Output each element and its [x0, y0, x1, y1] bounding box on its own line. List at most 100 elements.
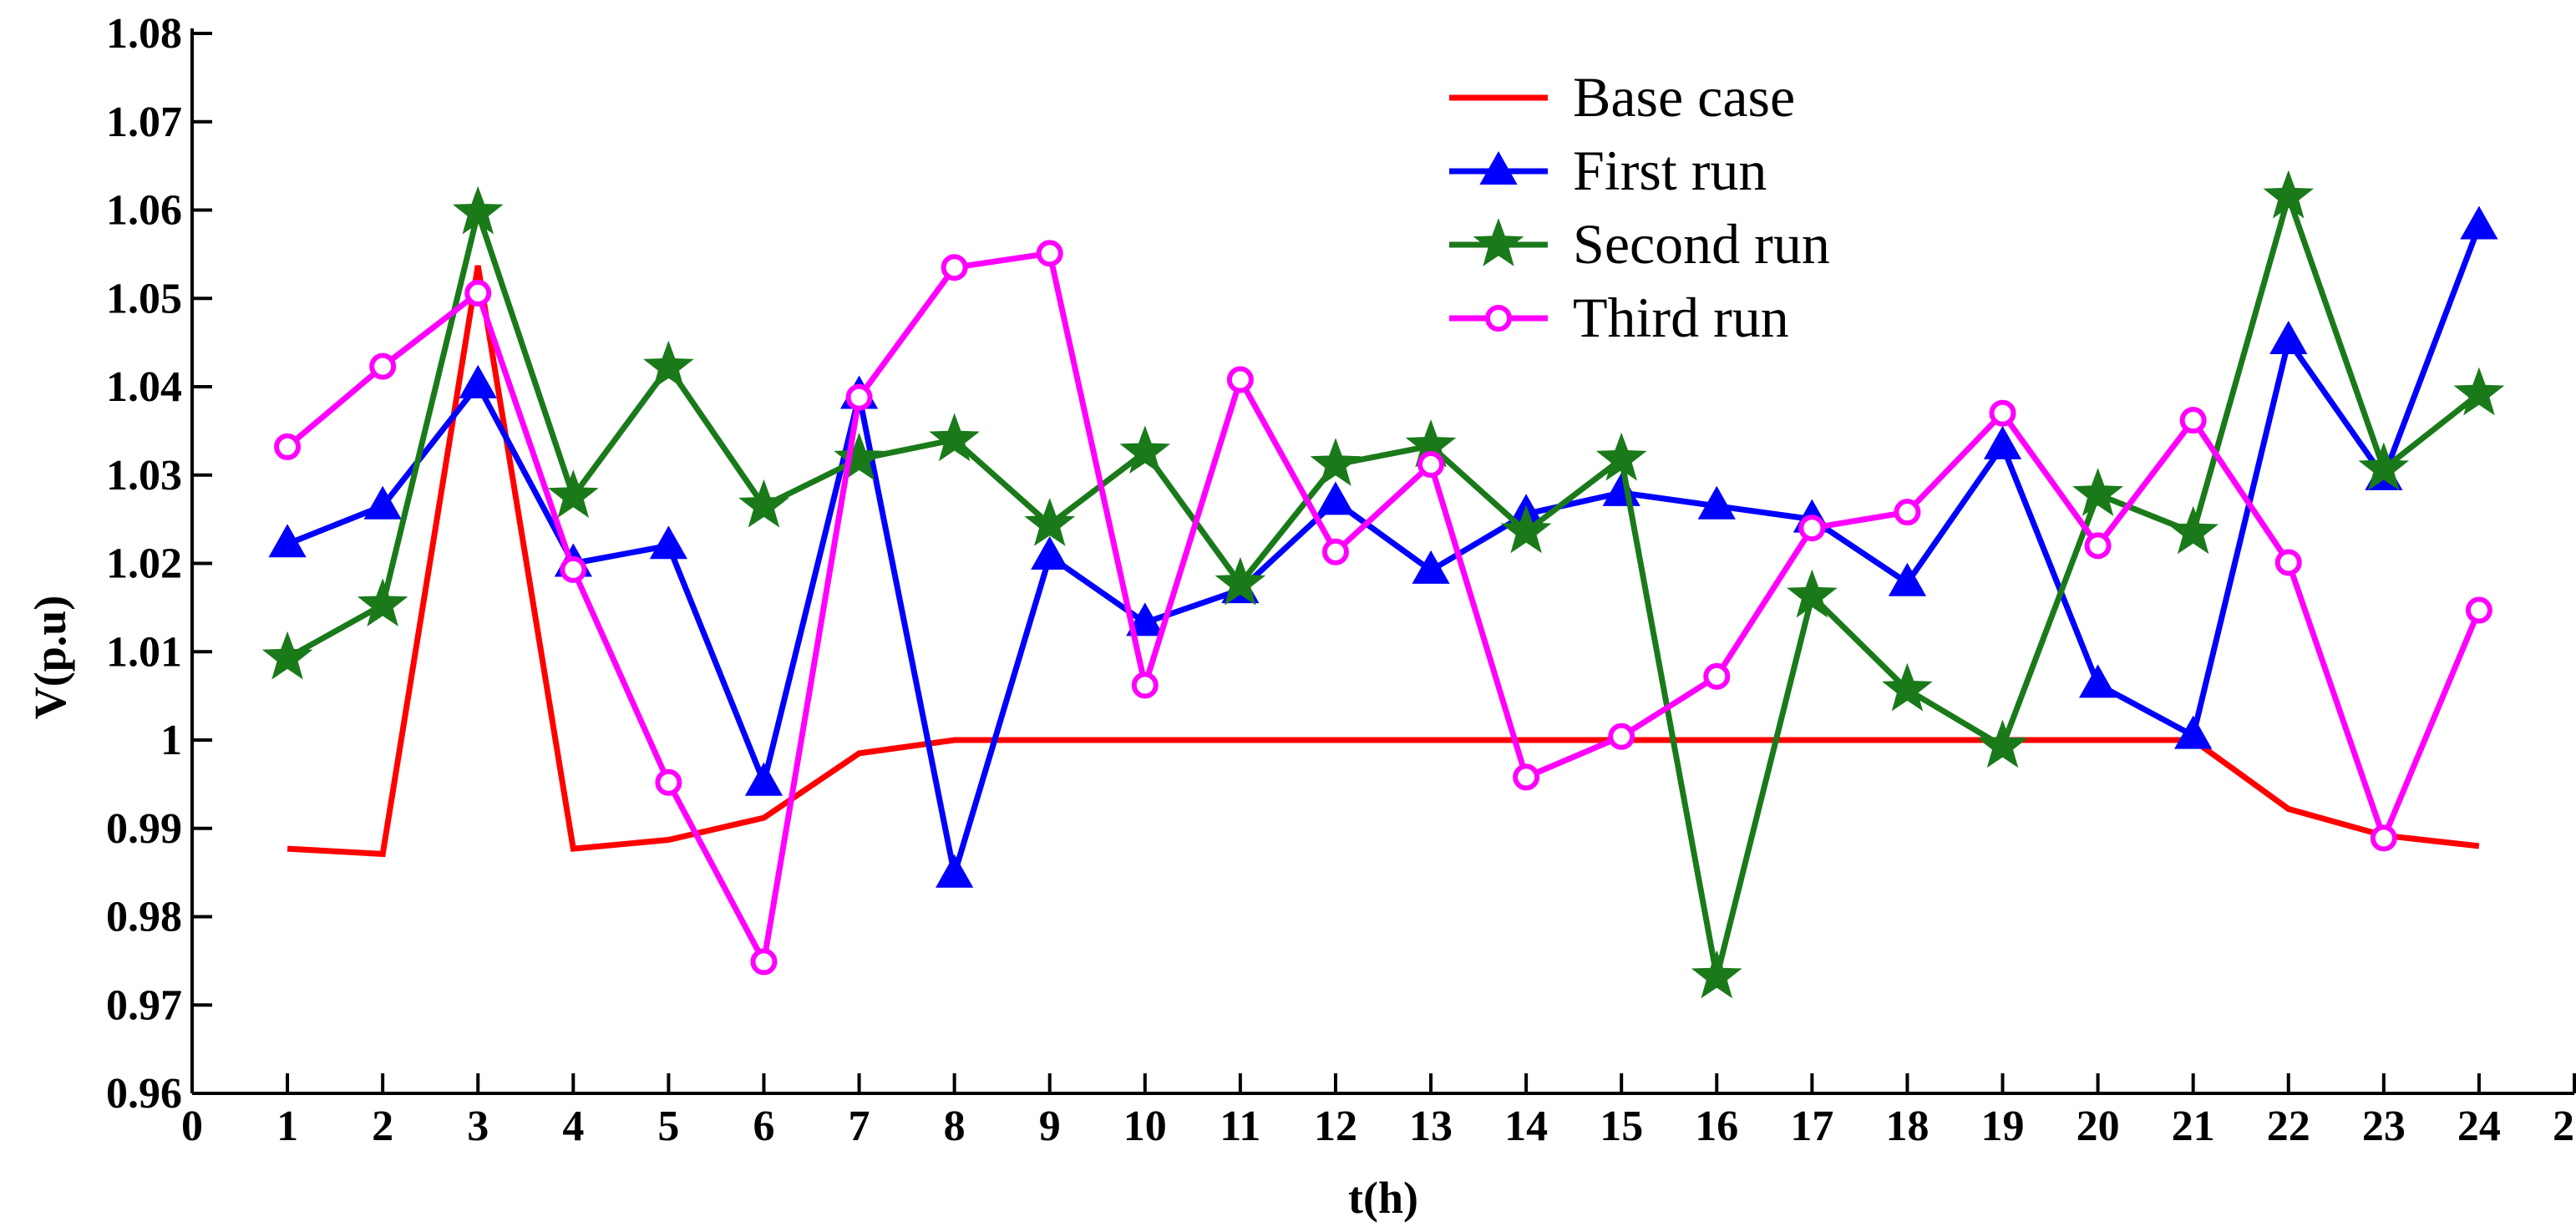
y-tick-label: 1 — [160, 717, 182, 764]
axes: 0.96 0.97 0.98 0.99 1 1.01 1.02 1.03 1.04 1.05 1.0… — [106, 10, 2576, 1150]
data-point-third-run — [1894, 499, 1921, 526]
legend-item-third-run: Third run — [1449, 286, 1789, 349]
data-point-first-run — [1983, 425, 2022, 459]
data-point-second-run — [1310, 438, 1362, 486]
data-point-third-run — [369, 352, 397, 380]
data-point-first-run — [459, 364, 497, 398]
legend-marker-second-run — [1473, 218, 1524, 266]
legend-label-base-case: Base case — [1573, 65, 1795, 129]
x-tick-label: 15 — [1600, 1103, 1643, 1150]
data-point-second-run — [929, 413, 980, 462]
data-point-second-run — [643, 340, 694, 389]
x-axis-label: t(h) — [1348, 1173, 1418, 1223]
data-point-second-run — [1882, 662, 1933, 712]
data-point-second-run — [452, 185, 504, 235]
data-point-third-run — [464, 279, 492, 307]
y-tick-label: 0.99 — [106, 805, 182, 853]
data-point-second-run — [738, 479, 789, 528]
y-tick-label: 1.06 — [106, 187, 182, 235]
data-point-third-run — [1798, 515, 1826, 542]
data-point-first-run — [2269, 320, 2308, 354]
data-point-third-run — [1036, 240, 1063, 267]
x-tick-label: 10 — [1123, 1103, 1167, 1150]
y-tick-label: 1.01 — [106, 628, 182, 676]
data-point-first-run — [1888, 562, 1927, 596]
x-tick-label: 13 — [1409, 1103, 1453, 1150]
y-tick-label: 1.03 — [106, 452, 182, 499]
x-tick-label: 6 — [753, 1103, 774, 1150]
data-point-second-run — [1691, 950, 1742, 999]
data-point-first-run — [1602, 472, 1640, 506]
data-point-first-run — [268, 524, 307, 558]
data-point-second-run — [1119, 425, 1171, 474]
series-line-first-run — [286, 225, 2482, 875]
y-tick-label: 0.98 — [106, 894, 182, 941]
data-point-third-run — [750, 948, 778, 976]
data-point-second-run — [1024, 498, 1076, 546]
x-tick-label: 2 — [372, 1103, 393, 1150]
series-third-run — [274, 240, 2492, 976]
data-point-third-run — [655, 768, 682, 796]
x-tick-label: 5 — [657, 1103, 679, 1150]
data-point-second-run — [1977, 719, 2028, 768]
y-tick-label: 1.02 — [106, 540, 182, 588]
data-point-second-run — [1595, 432, 1647, 481]
data-point-second-run — [834, 432, 885, 481]
x-tick-label: 24 — [2457, 1103, 2501, 1150]
x-tick-label: 11 — [1220, 1103, 1260, 1150]
data-point-first-run — [936, 854, 974, 888]
y-axis-label: V(p.u) — [25, 596, 75, 720]
data-point-second-run — [2358, 442, 2410, 491]
data-point-third-run — [274, 433, 302, 460]
data-point-second-run — [2453, 367, 2505, 416]
legend-marker-first-run — [1479, 150, 1518, 185]
data-point-second-run — [1787, 569, 1838, 618]
legend: Base case First run Second run Third run — [1449, 65, 1830, 349]
data-point-second-run — [2263, 170, 2315, 219]
data-point-second-run — [1500, 504, 1552, 554]
legend-label-first-run: First run — [1573, 139, 1767, 202]
legend-label-third-run: Third run — [1573, 286, 1789, 349]
x-tick-label: 16 — [1695, 1103, 1738, 1150]
data-point-third-run — [2084, 532, 2112, 560]
data-point-third-run — [560, 555, 587, 583]
x-tick-label: 25 — [2553, 1103, 2576, 1150]
y-tick-label: 0.96 — [106, 1070, 182, 1118]
y-tick-label: 1.04 — [106, 363, 182, 411]
data-point-third-run — [2370, 824, 2397, 852]
data-point-second-run — [547, 469, 599, 518]
x-tick-label: 1 — [276, 1103, 298, 1150]
series-line-third-run — [285, 250, 2482, 971]
x-tick-label: 0 — [181, 1103, 203, 1150]
data-point-first-run — [2078, 664, 2117, 698]
data-point-third-run — [1321, 538, 1349, 565]
data-point-first-run — [2174, 715, 2213, 749]
data-point-third-run — [2179, 407, 2207, 434]
legend-marker-third-run — [1485, 305, 1512, 332]
legend-item-base-case: Base case — [1449, 65, 1795, 129]
x-tick-label: 22 — [2267, 1103, 2310, 1150]
data-point-third-run — [1513, 763, 1540, 791]
data-point-third-run — [941, 254, 968, 281]
x-tick-label: 8 — [944, 1103, 966, 1150]
x-tick-label: 4 — [562, 1103, 584, 1150]
data-point-third-run — [1608, 723, 1635, 750]
x-tick-label: 3 — [467, 1103, 489, 1150]
data-point-third-run — [1989, 399, 2016, 427]
x-tick-label: 7 — [849, 1103, 870, 1150]
x-tick-label: 18 — [1885, 1103, 1929, 1150]
legend-item-second-run: Second run — [1449, 212, 1830, 276]
y-tick-label: 1.07 — [106, 99, 182, 146]
data-point-third-run — [1226, 366, 1254, 393]
series-base-case — [287, 265, 2480, 858]
data-point-second-run — [261, 631, 313, 680]
data-point-first-run — [744, 762, 783, 796]
series-second-run — [261, 170, 2505, 999]
data-point-third-run — [845, 383, 873, 411]
series-line-second-run — [286, 187, 2482, 978]
data-point-second-run — [1214, 556, 1266, 606]
y-tick-label: 1.05 — [106, 275, 182, 322]
legend-item-first-run: First run — [1449, 139, 1767, 202]
data-point-second-run — [2072, 468, 2123, 516]
